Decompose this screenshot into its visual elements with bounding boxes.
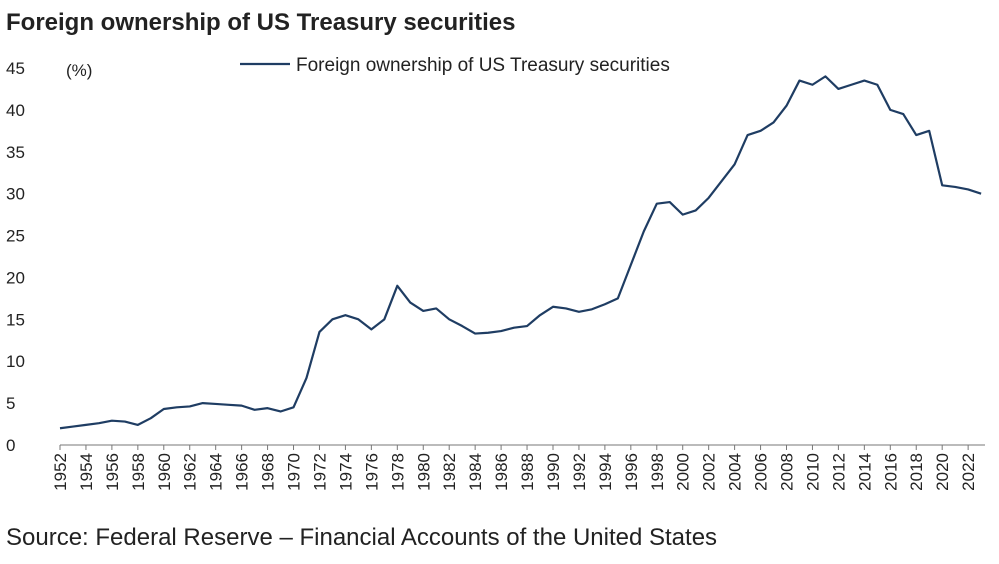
x-tick-label: 2014 [855,453,874,491]
x-tick-label: 1956 [103,453,122,491]
x-tick-label: 2006 [752,453,771,491]
x-tick-label: 1986 [492,453,511,491]
x-tick-label: 2004 [726,453,745,491]
y-tick-label: 10 [6,352,25,371]
x-tick-label: 1990 [544,453,563,491]
x-tick-label: 1968 [259,453,278,491]
x-tick-label: 1984 [466,453,485,491]
x-tick-label: 1964 [207,453,226,491]
x-tick-label: 1974 [336,453,355,491]
y-tick-label: 20 [6,268,25,287]
x-tick-label: 1972 [310,453,329,491]
x-tick-label: 1996 [622,453,641,491]
x-tick-label: 2008 [778,453,797,491]
x-tick-label: 1952 [51,453,70,491]
y-tick-label: 0 [6,436,15,455]
y-tick-label: 35 [6,143,25,162]
x-tick-label: 1966 [233,453,252,491]
source-note: Source: Federal Reserve – Financial Acco… [6,524,717,551]
x-tick-label: 1998 [648,453,667,491]
y-tick-label: 45 [6,59,25,78]
y-tick-label: 30 [6,185,25,204]
x-tick-label: 1958 [129,453,148,491]
y-tick-label: 15 [6,310,25,329]
x-tick-label: 1970 [285,453,304,491]
x-tick-label: 2020 [933,453,952,491]
x-tick-label: 2016 [881,453,900,491]
x-tick-label: 1976 [362,453,381,491]
x-tick-label: 1960 [155,453,174,491]
x-tick-label: 1982 [440,453,459,491]
x-tick-label: 1962 [181,453,200,491]
x-tick-label: 2000 [674,453,693,491]
x-tick-label: 1992 [570,453,589,491]
x-tick-label: 2002 [700,453,719,491]
y-tick-label: 25 [6,227,25,246]
x-tick-label: 1980 [414,453,433,491]
x-tick-label: 2022 [959,453,978,491]
chart-title: Foreign ownership of US Treasury securit… [6,9,515,36]
y-tick-label: 5 [6,394,15,413]
y-tick-label: 40 [6,101,25,120]
data-line [59,75,982,430]
y-unit-label: (%) [66,61,92,80]
x-tick-label: 2012 [829,453,848,491]
x-tick-label: 1978 [388,453,407,491]
x-tick-label: 1994 [596,453,615,491]
x-tick-label: 1988 [518,453,537,491]
legend-label: Foreign ownership of US Treasury securit… [296,55,670,76]
x-tick-label: 2018 [907,453,926,491]
x-tick-label: 1954 [77,453,96,491]
x-tick-label: 2010 [803,453,822,491]
